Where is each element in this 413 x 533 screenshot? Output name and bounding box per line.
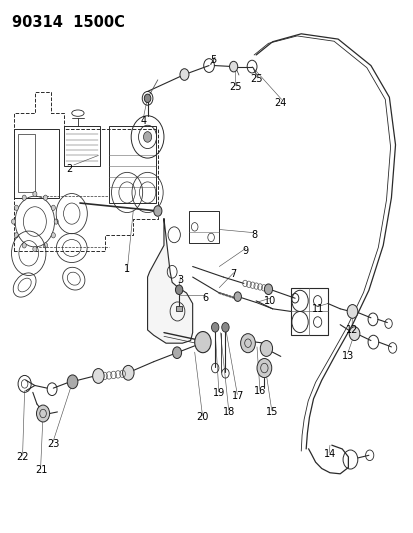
Text: 20: 20: [196, 412, 209, 422]
Text: 18: 18: [223, 407, 235, 417]
Circle shape: [175, 285, 183, 295]
Circle shape: [144, 94, 150, 102]
Text: 17: 17: [231, 391, 243, 401]
Circle shape: [14, 233, 19, 238]
Text: 14: 14: [323, 449, 335, 459]
Circle shape: [256, 359, 271, 377]
Circle shape: [36, 405, 50, 422]
Text: 15: 15: [266, 407, 278, 417]
Circle shape: [122, 366, 134, 380]
Text: 7: 7: [230, 270, 236, 279]
Circle shape: [51, 233, 55, 238]
Circle shape: [349, 327, 359, 341]
Circle shape: [51, 205, 55, 211]
Text: 25: 25: [249, 74, 262, 84]
Text: 21: 21: [35, 465, 47, 475]
Text: 25: 25: [229, 82, 241, 92]
Circle shape: [67, 375, 78, 389]
Circle shape: [347, 304, 357, 318]
Circle shape: [43, 195, 47, 200]
Circle shape: [22, 195, 26, 200]
Text: 11: 11: [311, 304, 323, 314]
Circle shape: [54, 219, 58, 224]
Text: 23: 23: [47, 439, 59, 449]
Text: 6: 6: [202, 293, 207, 303]
Circle shape: [264, 284, 272, 295]
Text: 13: 13: [342, 351, 354, 361]
Text: 19: 19: [213, 389, 225, 399]
Circle shape: [233, 292, 241, 301]
Text: 90314  1500C: 90314 1500C: [12, 15, 125, 30]
Circle shape: [33, 246, 37, 252]
Circle shape: [240, 334, 255, 353]
Circle shape: [14, 205, 19, 211]
Circle shape: [93, 368, 104, 383]
Bar: [19, 134, 35, 192]
Text: 24: 24: [274, 98, 286, 108]
Text: 5: 5: [209, 55, 216, 65]
Text: 4: 4: [140, 116, 146, 126]
Text: 3: 3: [177, 274, 183, 285]
Text: 10: 10: [264, 296, 276, 306]
Circle shape: [180, 69, 188, 80]
Bar: [290, 288, 327, 335]
Circle shape: [172, 347, 181, 359]
Circle shape: [153, 206, 161, 216]
Circle shape: [33, 191, 37, 197]
Circle shape: [194, 332, 211, 353]
Text: 8: 8: [250, 230, 256, 240]
Bar: [176, 306, 182, 311]
Bar: [64, 126, 100, 166]
Circle shape: [211, 322, 218, 332]
Text: 1: 1: [124, 264, 130, 274]
Circle shape: [143, 132, 151, 142]
Text: 2: 2: [66, 164, 73, 174]
Text: 9: 9: [242, 246, 248, 256]
Circle shape: [260, 341, 272, 357]
Circle shape: [43, 243, 47, 248]
Circle shape: [12, 219, 16, 224]
Circle shape: [22, 243, 26, 248]
Text: 12: 12: [345, 325, 358, 335]
Bar: [14, 129, 59, 198]
Text: 16: 16: [254, 386, 266, 396]
Circle shape: [221, 322, 228, 332]
Polygon shape: [147, 219, 192, 343]
Bar: [108, 126, 155, 203]
Circle shape: [229, 61, 237, 72]
Text: 22: 22: [16, 452, 29, 462]
Bar: [188, 211, 219, 243]
